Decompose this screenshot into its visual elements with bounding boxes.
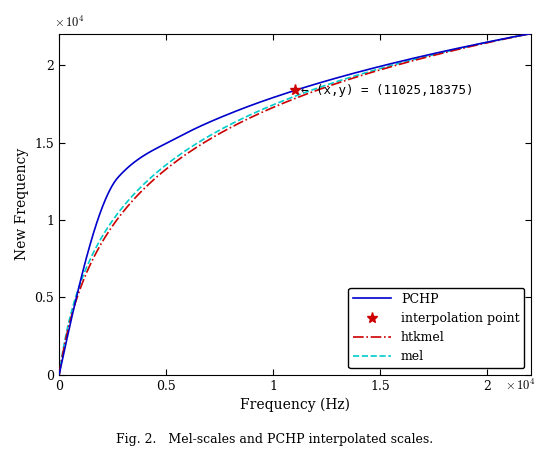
PCHP [408, 56, 414, 62]
htkmel [362, 72, 369, 77]
Legend: PCHP, interpolation point, htkmel, mel: PCHP, interpolation point, htkmel, mel [348, 288, 525, 369]
X-axis label: Frequency (Hz): Frequency (Hz) [240, 398, 350, 413]
Line: htkmel: htkmel [59, 34, 531, 375]
htkmel [339, 79, 345, 84]
Y-axis label: New Frequency: New Frequency [15, 148, 29, 260]
Text: Fig. 2.   Mel-scales and PCHP interpolated scales.: Fig. 2. Mel-scales and PCHP interpolated… [117, 432, 433, 446]
mel [362, 70, 369, 75]
htkmel [408, 58, 414, 64]
Text: $\times\,10^4$: $\times\,10^4$ [54, 15, 85, 30]
Line: PCHP: PCHP [59, 34, 531, 375]
PCHP [527, 31, 534, 36]
mel [339, 77, 345, 83]
PCHP [444, 48, 450, 54]
PCHP [339, 74, 345, 79]
htkmel [236, 120, 243, 126]
PCHP [236, 107, 243, 112]
htkmel [444, 50, 450, 55]
Text: $\times\,10^4$: $\times\,10^4$ [505, 378, 536, 393]
mel [527, 31, 534, 36]
Text: ← (x,y) = (11025,18375): ← (x,y) = (11025,18375) [301, 84, 474, 97]
PCHP [362, 68, 369, 73]
Line: mel: mel [59, 34, 531, 375]
mel [56, 372, 63, 378]
mel [236, 117, 243, 123]
htkmel [527, 31, 534, 36]
mel [444, 49, 450, 54]
mel [141, 180, 148, 186]
PCHP [56, 372, 63, 378]
mel [408, 58, 414, 63]
htkmel [141, 185, 148, 191]
PCHP [141, 152, 148, 158]
htkmel [56, 372, 63, 378]
